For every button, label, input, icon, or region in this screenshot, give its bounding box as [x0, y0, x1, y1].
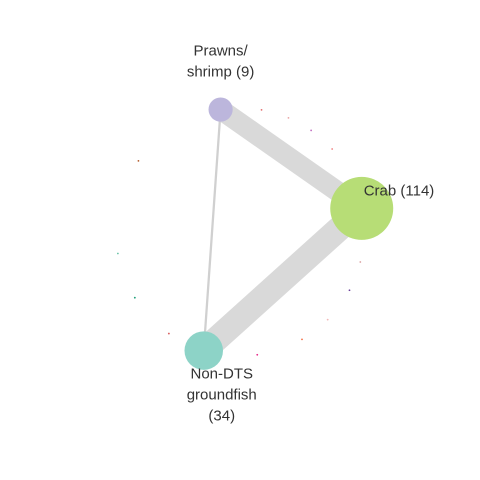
- node-label-line: Non-DTS: [190, 366, 253, 383]
- minor-node-m12: [167, 332, 170, 335]
- edges-layer: [191, 99, 375, 364]
- node-label-prawns: Prawns/shrimp (9): [187, 43, 255, 81]
- node-label-line: (34): [208, 408, 235, 425]
- minor-node-m13: [133, 296, 136, 299]
- node-label-crab: Crab (114): [364, 182, 435, 199]
- minor-node-m14: [116, 252, 119, 255]
- node-label-line: shrimp (9): [187, 64, 255, 81]
- minor-node-m9: [326, 318, 329, 321]
- labels-layer: Prawns/shrimp (9) Crab (114) Non-DTS ground…: [187, 43, 435, 425]
- minor-node-m10: [301, 338, 303, 341]
- node-crab: [330, 176, 394, 240]
- node-label-line: groundfish: [187, 387, 257, 404]
- minor-node-m3: [310, 129, 313, 132]
- minor-node-m4: [331, 148, 334, 150]
- node-label-line: Crab (114): [364, 182, 435, 199]
- minor-nodes-layer: [116, 108, 365, 356]
- minor-node-m15: [137, 159, 140, 162]
- node-nondts: [184, 331, 223, 370]
- minor-node-m1: [260, 108, 263, 111]
- minor-node-m2: [287, 116, 290, 119]
- nodes-layer: [184, 97, 394, 370]
- minor-node-m7: [359, 261, 362, 263]
- edge-prawns-nondts: [202, 108, 222, 352]
- minor-node-m11: [256, 353, 259, 356]
- node-label-nondts: Non-DTS groundfish (34): [187, 366, 257, 425]
- node-label-line: Prawns/: [194, 43, 249, 60]
- node-prawns: [208, 97, 233, 122]
- edge-crab-nondts: [191, 195, 375, 364]
- minor-node-m8: [348, 289, 351, 292]
